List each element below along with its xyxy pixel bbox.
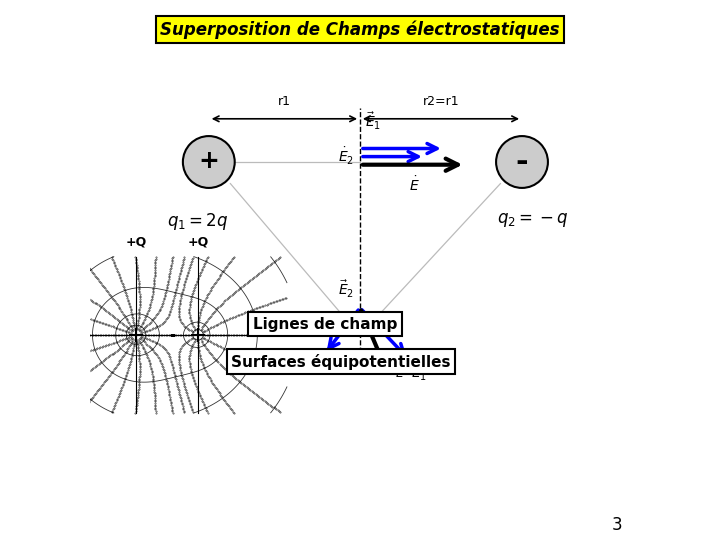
Text: Surfaces équipotentielles: Surfaces équipotentielles: [231, 354, 451, 370]
Text: $\dot{E}$: $\dot{E}$: [395, 364, 405, 381]
Text: +: +: [199, 149, 219, 173]
Text: $q_2=-q$: $q_2=-q$: [498, 211, 568, 228]
Text: +Q: +Q: [187, 235, 209, 248]
Text: 3: 3: [611, 516, 622, 534]
Text: $q_1=2q$: $q_1=2q$: [167, 211, 229, 232]
Text: -: -: [516, 147, 528, 177]
Text: r2=r1: r2=r1: [423, 95, 459, 108]
Text: $\vec{E}_2$: $\vec{E}_2$: [338, 279, 355, 300]
Text: $\dot{E}$: $\dot{E}$: [409, 176, 419, 194]
Text: Lignes de champ: Lignes de champ: [253, 316, 397, 332]
Text: +Q: +Q: [125, 235, 147, 248]
Circle shape: [496, 136, 548, 188]
Text: $\vec{E}_1$: $\vec{E}_1$: [365, 111, 382, 132]
Circle shape: [183, 136, 235, 188]
Text: r1: r1: [278, 95, 291, 108]
Text: $\dot{E}_2$: $\dot{E}_2$: [338, 146, 355, 167]
Text: Superposition de Champs électrostatiques: Superposition de Champs électrostatiques: [161, 21, 559, 39]
Text: $\vec{E}_1$: $\vec{E}_1$: [411, 362, 428, 383]
